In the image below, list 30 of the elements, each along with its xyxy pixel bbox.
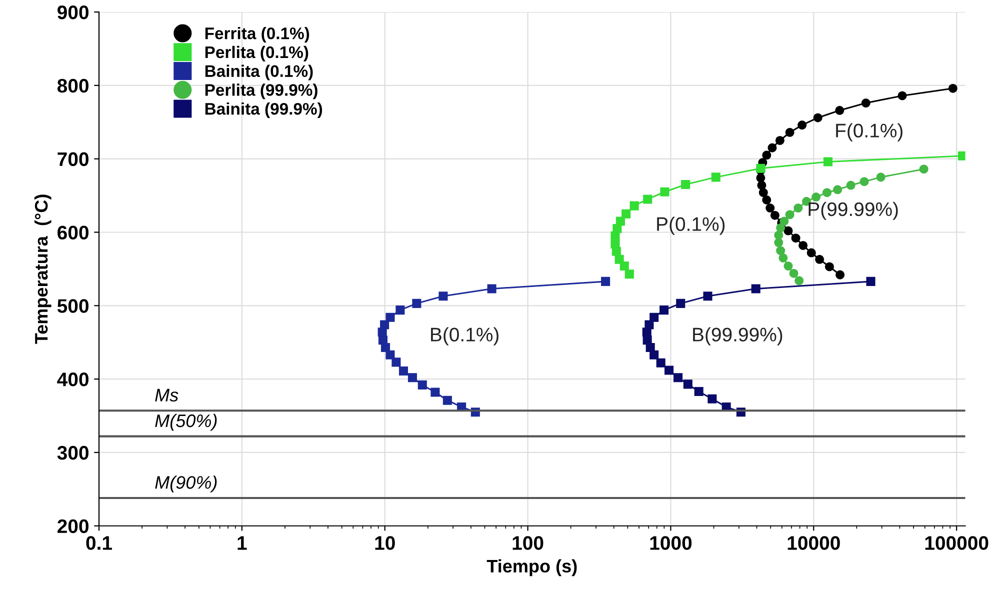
y-tick-label: 900 [58,5,88,20]
annotation: P(99.99%) [808,202,898,220]
x-tick-label: 1 [238,536,247,550]
annotation: F(0.1%) [836,123,902,142]
x-tick-label: 1000 [650,536,692,550]
y-tick-label: 400 [57,372,88,386]
x-tick-label: 0.1 [86,536,112,550]
ref-line-label: Ms [155,388,178,402]
legend-label: Ferrita (0.1%) [205,27,310,43]
x-tick-label: 10 [375,536,395,550]
x-tick-label: 10000 [788,536,840,550]
y-tick-label: 500 [57,299,88,313]
x-tick-label: 100 [512,536,544,550]
ref-line-label: M(50%) [155,414,217,431]
annotation: B(0.1%) [431,327,498,346]
legend-label: Bainita (0.1%) [205,64,313,80]
y-axis-title: Temperatura (°C) [34,194,52,344]
x-tick-label: 100000 [925,536,988,550]
legend-label: Perlita (0.1%) [205,46,308,62]
y-tick-label: 600 [58,226,88,240]
annotation: B(99.99%) [693,327,782,346]
annotation: P(0.1%) [657,216,725,235]
legend-label: Bainita (99.9%) [205,102,322,118]
ref-line-label: M(90%) [155,476,217,492]
x-axis-title: Tiempo (s) [486,559,577,576]
y-tick-label: 200 [58,519,88,534]
y-tick-label: 700 [58,152,88,166]
legend-label: Perlita (99.9%) [205,84,318,100]
y-tick-label: 800 [57,78,88,93]
y-tick-label: 300 [57,446,88,460]
